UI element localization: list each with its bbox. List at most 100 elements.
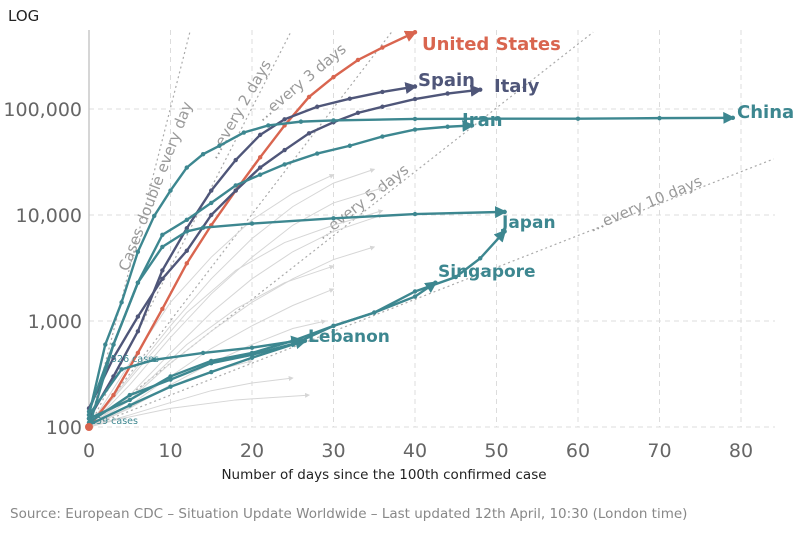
data-point: [478, 87, 483, 92]
data-point: [119, 300, 124, 305]
background-series-line: [88, 375, 294, 428]
data-point: [111, 342, 116, 347]
y-tick-label: 100,000: [3, 99, 82, 121]
data-point: [168, 188, 173, 193]
case-annotation: 139 cases: [90, 416, 138, 427]
data-point: [233, 188, 238, 193]
data-point: [347, 96, 352, 101]
data-point: [355, 57, 361, 63]
series-line-lebanon: [88, 337, 308, 424]
series-line-italy: [87, 84, 483, 409]
x-tick-label: 10: [158, 440, 182, 462]
data-point: [306, 131, 312, 136]
data-point: [249, 345, 255, 350]
data-point: [257, 155, 263, 160]
data-point: [412, 211, 418, 217]
data-point: [168, 377, 173, 382]
data-point: [433, 280, 438, 285]
data-point: [412, 116, 418, 122]
data-point: [469, 123, 475, 128]
data-point: [200, 225, 206, 230]
data-point: [168, 384, 173, 389]
data-point: [135, 249, 141, 254]
data-point: [184, 165, 189, 170]
data-point: [331, 118, 336, 123]
data-point: [315, 104, 320, 109]
x-axis-label-text: Number of days since the 100th confirmed…: [221, 467, 547, 483]
series-line-unlabeled: [88, 335, 304, 416]
data-point: [111, 392, 116, 398]
source-note: Source: European CDC – Situation Update …: [10, 506, 688, 522]
data-point: [209, 369, 214, 375]
data-point: [119, 367, 124, 372]
data-point: [86, 412, 92, 418]
data-point: [200, 350, 206, 356]
data-point: [478, 256, 483, 261]
y-tick-label: 100: [46, 417, 82, 439]
data-point: [209, 212, 214, 218]
data-point: [502, 229, 507, 234]
series-line-unlabeled: [87, 206, 508, 428]
data-point: [282, 117, 287, 122]
series-line-china: [87, 111, 736, 416]
data-point: [184, 261, 189, 266]
data-point: [657, 115, 662, 121]
data-point: [302, 338, 308, 344]
data-point: [380, 45, 385, 50]
data-point: [241, 130, 247, 135]
x-tick-label: 50: [484, 440, 508, 462]
data-point: [160, 276, 165, 282]
x-tick-label: 40: [403, 440, 427, 462]
data-point: [412, 289, 418, 294]
data-point: [249, 352, 255, 357]
data-point: [209, 360, 214, 366]
data-point: [127, 392, 132, 398]
data-point: [135, 329, 141, 334]
x-tick-label: 30: [321, 440, 345, 462]
series-label: Iran: [462, 110, 503, 131]
data-point: [127, 403, 132, 408]
background-series-line: [88, 174, 335, 428]
data-point: [160, 306, 165, 312]
data-point: [730, 115, 736, 121]
data-point: [412, 294, 418, 299]
data-point: [168, 374, 173, 379]
series-label: Spain: [418, 70, 475, 91]
data-point: [453, 274, 458, 280]
data-point: [249, 221, 255, 226]
data-point: [298, 119, 304, 124]
data-point: [412, 96, 418, 102]
data-point: [103, 342, 108, 347]
data-point: [184, 226, 189, 231]
data-point: [217, 143, 222, 148]
data-point: [315, 151, 320, 156]
background-series-line: [88, 168, 376, 428]
background-series-line: [88, 213, 384, 428]
data-point: [282, 147, 287, 153]
data-point: [200, 151, 206, 157]
series-label: Italy: [494, 76, 540, 97]
series-label: United States: [422, 34, 561, 55]
data-point: [412, 127, 418, 132]
data-point: [266, 123, 271, 128]
data-point: [111, 355, 116, 360]
data-point: [298, 337, 304, 343]
background-series-line: [88, 186, 384, 428]
data-point: [306, 94, 312, 100]
x-axis-label: Number of days since the 100th confirmed…: [0, 467, 800, 483]
background-series-line: [88, 245, 376, 428]
series-label: Lebanon: [308, 327, 390, 347]
data-point: [494, 116, 499, 121]
data-point: [160, 268, 165, 273]
data-point: [347, 143, 352, 148]
y-tick-label: 1,000: [28, 311, 82, 333]
x-tick-label: 20: [240, 440, 264, 462]
series-label: China: [737, 102, 794, 123]
data-point: [135, 314, 141, 319]
data-point: [209, 188, 214, 193]
case-annotation: 526 cases: [111, 354, 159, 365]
log-scale-label: LOG: [8, 7, 40, 25]
data-point: [257, 132, 263, 138]
data-point: [135, 280, 141, 285]
